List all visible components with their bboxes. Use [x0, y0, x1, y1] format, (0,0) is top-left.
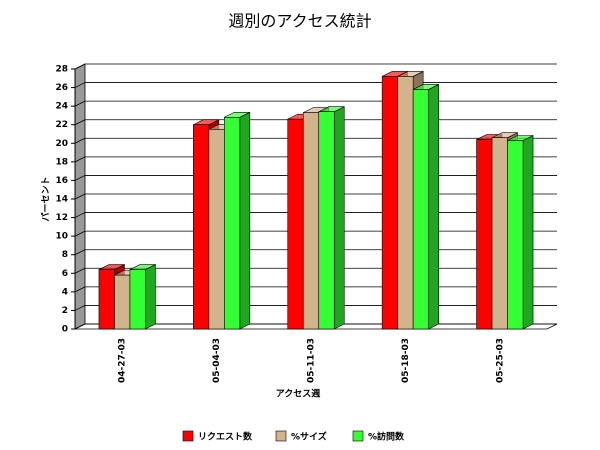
- chart-title: 週別のアクセス統計: [228, 12, 371, 31]
- x-tick-label: 05-11-03: [307, 338, 317, 383]
- bar: [302, 112, 320, 330]
- legend-label: %訪問数: [368, 431, 405, 443]
- bar-side: [239, 111, 251, 330]
- legend-swatch: [275, 430, 287, 442]
- bar-side: [145, 264, 156, 330]
- y-tick-label: 16: [55, 176, 68, 186]
- grid-line: [74, 100, 86, 107]
- grid-line: [74, 82, 86, 88]
- bar: [381, 76, 398, 330]
- grid-line: [74, 212, 86, 218]
- grid-line: [74, 175, 86, 181]
- bar-side: [522, 135, 534, 330]
- x-tick-label: 04-27-03: [118, 338, 128, 383]
- y-tick-label: 14: [55, 195, 68, 205]
- grid-line: [74, 137, 86, 144]
- y-tick-label: 22: [55, 120, 68, 130]
- bar: [98, 269, 115, 330]
- bar: [193, 124, 210, 330]
- y-tick-label: 4: [62, 287, 68, 297]
- x-axis-label: アクセス週: [276, 389, 322, 400]
- grid-line: [74, 305, 86, 311]
- y-tick-label: 18: [55, 157, 68, 167]
- grid-line: [74, 267, 86, 274]
- bar: [287, 118, 304, 330]
- bar: [129, 269, 146, 330]
- grid-line: [74, 193, 86, 200]
- bar: [224, 116, 241, 330]
- grid-line: [74, 156, 86, 163]
- y-tick-label: 26: [55, 83, 68, 93]
- bar: [491, 137, 508, 330]
- y-tick-label: 12: [55, 213, 68, 223]
- bar: [208, 129, 225, 330]
- bar-side: [428, 83, 439, 330]
- legend-label: %サイズ: [291, 431, 327, 443]
- grid-line: [74, 119, 86, 126]
- y-tick-label: 10: [55, 232, 68, 242]
- y-tick-label: 8: [62, 250, 68, 260]
- x-tick-label: 05-04-03: [212, 338, 222, 383]
- bar-side: [333, 106, 345, 330]
- x-tick-label: 05-18-03: [401, 338, 411, 383]
- legend-swatch: [182, 430, 194, 442]
- bar: [397, 76, 414, 330]
- bar: [318, 111, 335, 330]
- y-tick-label: 28: [55, 65, 68, 75]
- y-tick-label: 2: [62, 306, 68, 316]
- bar: [412, 89, 429, 330]
- grid-line: [74, 63, 86, 70]
- bar: [114, 274, 131, 330]
- x-tick-label: 05-25-03: [495, 338, 505, 383]
- y-tick-label: 6: [62, 269, 68, 279]
- y-tick-label: 20: [55, 139, 68, 149]
- grid-line: [74, 249, 86, 256]
- y-tick-label: 24: [55, 102, 68, 112]
- y-tick-label: 0: [62, 325, 68, 335]
- bar: [507, 140, 524, 330]
- y-axis-label: パーセント: [40, 176, 52, 221]
- grid-line: [74, 230, 86, 237]
- grid-line: [74, 323, 86, 330]
- legend-label: リクエスト数: [198, 431, 253, 443]
- bar: [476, 139, 493, 330]
- legend-swatch: [352, 430, 364, 442]
- grid-line: [74, 286, 86, 293]
